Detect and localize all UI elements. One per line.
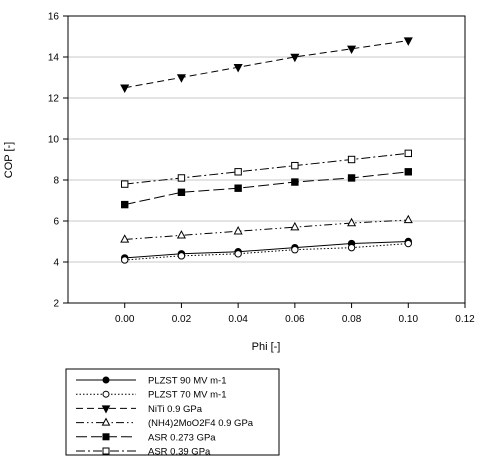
data-point [347, 174, 356, 182]
data-point [121, 256, 129, 264]
series-line [124, 171, 409, 206]
legend-label: PLZST 90 MV m-1 [148, 376, 227, 387]
legend-box [65, 368, 280, 456]
data-point [290, 53, 300, 63]
data-point [347, 45, 357, 55]
x-tick-label: 0.08 [342, 314, 362, 325]
y-tick-label: 16 [48, 12, 60, 23]
data-point [176, 74, 186, 83]
series-line [124, 40, 409, 89]
legend-label: NiTi 0.9 GPa [148, 404, 203, 415]
legend-item: PLZST 70 MV m-1 [76, 390, 227, 401]
data-point [233, 64, 243, 73]
data-point [347, 155, 356, 164]
series-2 [121, 239, 412, 264]
data-point [403, 37, 413, 46]
data-point [404, 239, 412, 248]
data-point [347, 217, 357, 227]
x-tick-label: 0.12 [455, 314, 475, 325]
data-point [176, 230, 186, 239]
series-line [124, 243, 409, 261]
data-point [177, 174, 186, 182]
legend-label: PLZST 70 MV m-1 [148, 390, 227, 401]
data-point [403, 214, 413, 224]
data-point [404, 149, 412, 158]
series-line [124, 241, 409, 259]
legend-item: NiTi 0.9 GPa [76, 404, 203, 415]
series-1 [121, 237, 412, 262]
data-point [120, 234, 130, 243]
data-point [102, 376, 110, 384]
data-point [291, 161, 299, 170]
data-point [234, 168, 242, 176]
y-axis-label: COP [-] [3, 142, 15, 178]
data-point [404, 168, 412, 176]
data-point [234, 184, 242, 192]
grid-lines [68, 15, 465, 304]
data-point [290, 221, 300, 231]
series-layer [120, 37, 413, 264]
data-point [347, 243, 356, 252]
data-point [233, 225, 243, 235]
plot-frame [67, 15, 466, 304]
legend-label: ASR 0.273 GPa [148, 432, 216, 443]
data-point [291, 178, 299, 186]
y-tick-label: 8 [53, 176, 59, 187]
y-tick-label: 2 [53, 299, 59, 310]
series-line [124, 152, 409, 185]
data-point [121, 200, 129, 209]
x-axis-label: Phi [-] [252, 341, 281, 353]
data-point [102, 447, 110, 455]
y-tick-label: 6 [53, 217, 59, 228]
legend-label: ASR 0.39 GPa [148, 447, 211, 458]
legend-item: PLZST 90 MV m-1 [76, 376, 227, 387]
legend-item: ASR 0.273 GPa [76, 432, 216, 443]
x-tick-label: 0.04 [228, 314, 248, 325]
y-tick-label: 12 [48, 94, 60, 105]
data-point [291, 246, 299, 254]
x-tick-label: 0.02 [172, 314, 192, 325]
data-point [177, 252, 186, 260]
series-3 [120, 37, 413, 94]
data-point [120, 84, 130, 94]
legend-item: ASR 0.39 GPa [76, 447, 211, 458]
data-point [101, 405, 111, 414]
legend: PLZST 90 MV m-1 PLZST 70 MV m-1 NiTi 0.9 G… [76, 376, 254, 458]
y-tick-label: 14 [48, 53, 60, 64]
data-point [121, 180, 129, 188]
axis-ticks: 2 4 6 8 10 12 14 16 0.00 0.02 0.04 0.06 0.08 0.10 0.12 [48, 12, 475, 326]
data-point [177, 188, 186, 197]
x-tick-label: 0.06 [285, 314, 305, 325]
data-point [101, 417, 111, 426]
legend-item: (NH4)2MoO2F4 0.9 GPa [76, 417, 254, 429]
legend-label: (NH4)2MoO2F4 0.9 GPa [148, 418, 254, 429]
x-tick-label: 0.00 [115, 314, 135, 325]
data-point [102, 390, 110, 398]
series-line [124, 219, 409, 240]
x-tick-label: 0.10 [399, 314, 419, 325]
y-tick-label: 4 [53, 258, 59, 269]
series-4 [120, 214, 413, 243]
series-6 [121, 149, 412, 188]
data-point [102, 433, 110, 441]
data-point [234, 250, 242, 258]
y-tick-label: 10 [48, 135, 60, 146]
series-5 [121, 168, 412, 209]
